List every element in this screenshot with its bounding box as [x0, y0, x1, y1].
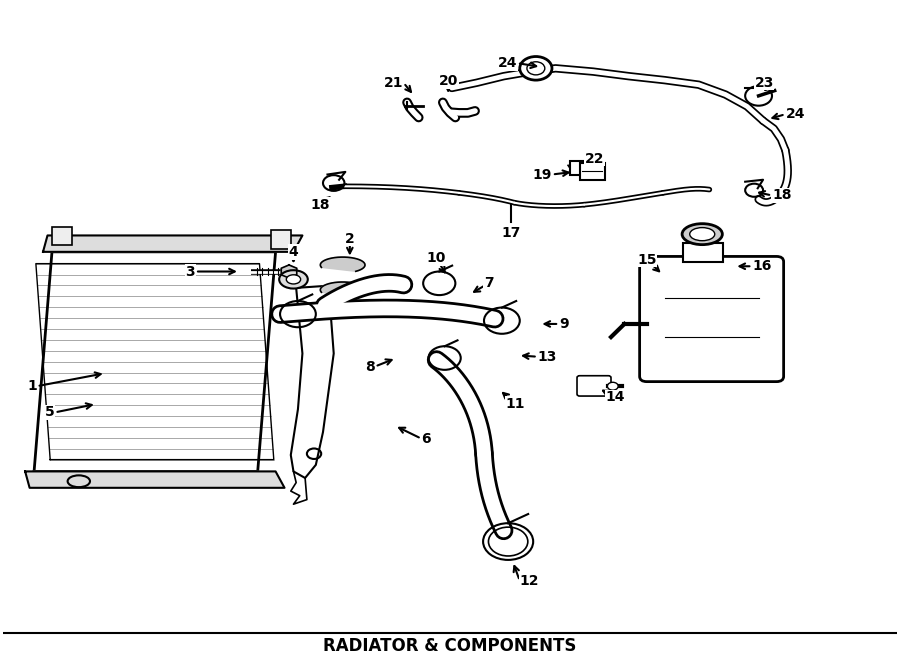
- Text: 14: 14: [606, 391, 626, 405]
- Text: 7: 7: [483, 276, 493, 290]
- Text: 18: 18: [772, 188, 791, 202]
- Polygon shape: [43, 235, 302, 252]
- Polygon shape: [25, 471, 284, 488]
- Text: 12: 12: [520, 574, 539, 588]
- Text: 6: 6: [421, 432, 431, 446]
- Circle shape: [608, 382, 618, 390]
- Text: 22: 22: [585, 152, 605, 166]
- Ellipse shape: [286, 275, 301, 284]
- Polygon shape: [320, 257, 365, 271]
- Text: 17: 17: [501, 227, 520, 241]
- Text: 16: 16: [752, 259, 771, 273]
- Text: 19: 19: [533, 167, 552, 182]
- Ellipse shape: [689, 227, 715, 241]
- Text: 11: 11: [506, 397, 525, 411]
- Text: 21: 21: [384, 76, 403, 90]
- Text: 9: 9: [559, 317, 569, 331]
- Polygon shape: [34, 252, 275, 471]
- Text: 5: 5: [45, 405, 55, 420]
- Polygon shape: [320, 282, 365, 296]
- Text: 23: 23: [754, 76, 774, 90]
- Text: 4: 4: [289, 245, 298, 259]
- Text: 10: 10: [427, 251, 446, 266]
- Text: 24: 24: [498, 56, 518, 70]
- Bar: [682, 243, 723, 262]
- FancyBboxPatch shape: [640, 256, 784, 381]
- Text: 8: 8: [365, 360, 375, 373]
- Text: 2: 2: [345, 232, 355, 246]
- Text: 13: 13: [537, 350, 557, 364]
- Text: 18: 18: [310, 198, 330, 212]
- Polygon shape: [291, 286, 334, 478]
- Polygon shape: [282, 265, 297, 278]
- Text: 24: 24: [786, 107, 805, 121]
- Text: RADIATOR & COMPONENTS: RADIATOR & COMPONENTS: [323, 637, 577, 656]
- FancyBboxPatch shape: [580, 163, 605, 180]
- Circle shape: [520, 57, 552, 80]
- Text: 20: 20: [438, 75, 458, 89]
- Ellipse shape: [682, 223, 723, 245]
- Bar: [271, 230, 291, 249]
- Circle shape: [526, 61, 544, 75]
- FancyBboxPatch shape: [570, 161, 590, 175]
- Text: 15: 15: [637, 253, 656, 266]
- FancyBboxPatch shape: [577, 375, 611, 396]
- Text: 3: 3: [185, 264, 195, 278]
- Text: 1: 1: [27, 379, 37, 393]
- Bar: [52, 227, 72, 245]
- Ellipse shape: [279, 270, 308, 289]
- Polygon shape: [291, 471, 307, 504]
